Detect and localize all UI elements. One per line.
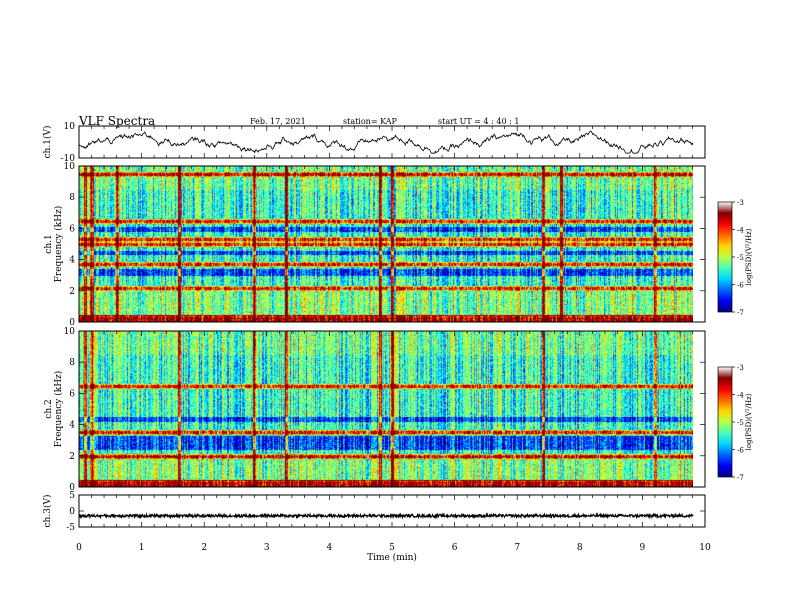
y-tick-label: 10 xyxy=(64,162,76,172)
colorbar-tick-label: -5 xyxy=(737,254,744,262)
colorbar-tick-label: -7 xyxy=(737,309,744,317)
y-tick-label: 2 xyxy=(69,287,75,297)
colorbar-tick-label: -7 xyxy=(737,474,744,482)
x-tick-label: 7 xyxy=(514,543,520,553)
x-tick-label: 9 xyxy=(640,543,646,553)
y-tick-label: 4 xyxy=(69,256,75,266)
x-tick-label: 6 xyxy=(452,543,458,553)
x-tick-label: 5 xyxy=(389,543,395,553)
colorbar-2 xyxy=(717,366,733,478)
y-tick-label: 8 xyxy=(69,193,75,203)
colorbar-1 xyxy=(717,201,733,313)
y-tick-label: 5 xyxy=(69,491,75,501)
y-axis-label: Frequency (kHz) xyxy=(53,206,64,283)
y-tick-label: 6 xyxy=(69,224,75,234)
ch1-spectrogram-image xyxy=(79,166,693,322)
y-tick-label: 0 xyxy=(69,483,75,493)
date-label: Feb. 17, 2021 xyxy=(250,117,306,126)
x-tick-label: 0 xyxy=(76,543,82,553)
colorbar-tick-label: -5 xyxy=(737,419,744,427)
x-tick-label: 8 xyxy=(577,543,583,553)
y-axis-label: ch.2 xyxy=(44,399,54,418)
y-tick-label: 0 xyxy=(69,318,75,328)
y-tick-label: -5 xyxy=(66,523,75,533)
colorbar-tick-label: -4 xyxy=(737,227,744,235)
colorbar-label: log(PSD)(V²/Hz) xyxy=(745,228,753,285)
y-tick-label: 4 xyxy=(69,421,75,431)
x-tick-label: 1 xyxy=(139,543,145,553)
colorbar-tick-label: -6 xyxy=(737,447,744,455)
start-ut-label: start UT = 4 : 40 : 1 xyxy=(438,117,520,126)
x-axis-label: Time (min) xyxy=(367,552,417,563)
y-tick-label: 0 xyxy=(69,507,75,517)
x-tick-label: 3 xyxy=(264,543,270,553)
y-tick-label: 8 xyxy=(69,358,75,368)
y-tick-label: -10 xyxy=(61,154,76,164)
chart-title: VLF Spectra xyxy=(79,114,156,128)
x-tick-label: 2 xyxy=(201,543,207,553)
colorbar-tick-label: -3 xyxy=(737,364,744,372)
y-tick-label: 10 xyxy=(64,327,76,337)
y-axis-label: Frequency (kHz) xyxy=(53,371,64,448)
x-tick-label: 4 xyxy=(327,543,333,553)
station-label: station= KAP xyxy=(343,117,397,126)
colorbar-label: log(PSD)(V²/Hz) xyxy=(745,393,753,450)
x-tick-label: 10 xyxy=(699,543,711,553)
y-tick-label: 10 xyxy=(64,122,76,132)
ch3-waveform-line xyxy=(78,512,694,520)
y-axis-label: ch.1 xyxy=(44,234,54,253)
ch2-spectrogram-image xyxy=(79,331,693,487)
y-axis-label: ch.1(V) xyxy=(42,126,53,159)
y-axis-label: ch.3(V) xyxy=(42,495,53,528)
colorbar-tick-label: -6 xyxy=(737,282,744,290)
colorbar-tick-label: -3 xyxy=(737,199,744,207)
colorbar-tick-label: -4 xyxy=(737,392,744,400)
y-tick-label: 2 xyxy=(69,452,75,462)
ch1-waveform-line xyxy=(78,130,694,154)
y-tick-label: 6 xyxy=(69,389,75,399)
